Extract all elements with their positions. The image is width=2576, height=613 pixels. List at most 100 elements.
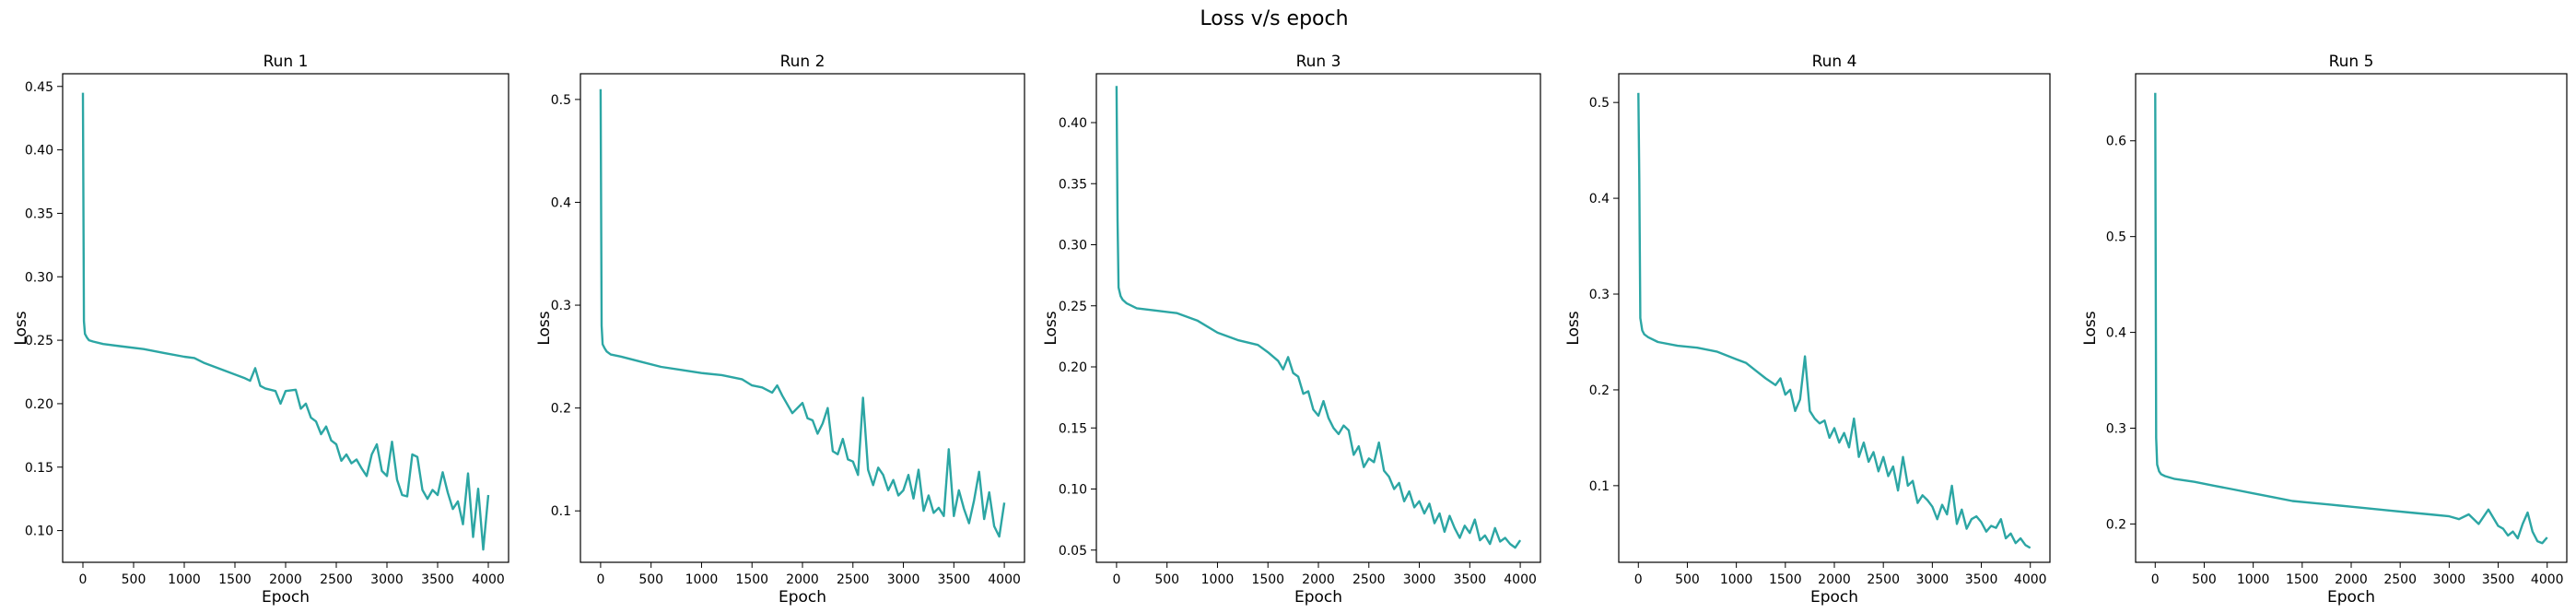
y-tick-label: 0.3 bbox=[551, 299, 571, 313]
x-tick-label: 4000 bbox=[2014, 572, 2047, 587]
y-tick-label: 0.2 bbox=[1589, 383, 1610, 398]
y-tick-label: 0.35 bbox=[25, 206, 53, 221]
x-tick-label: 2000 bbox=[2335, 572, 2368, 587]
subplot-run-1: Run 1 Epoch Loss 0 500 1000 1500 2000 2500 300… bbox=[12, 53, 509, 607]
x-tick-label: 3000 bbox=[370, 572, 404, 587]
x-tick-label: 2000 bbox=[269, 572, 302, 587]
y-tick-label: 0.4 bbox=[1589, 192, 1610, 206]
x-tick-label: 2500 bbox=[2383, 572, 2417, 587]
x-tick-label: 4000 bbox=[1504, 572, 1537, 587]
ticks-layer: 0 500 1000 1500 2000 2500 3000 3500 4000 0.1 0.2 0.… bbox=[551, 93, 1021, 587]
x-axis-label: Epoch bbox=[262, 588, 310, 607]
x-tick-label: 3500 bbox=[1453, 572, 1486, 587]
y-axis-label: Loss bbox=[1042, 311, 1060, 345]
y-tick-label: 0.2 bbox=[551, 402, 571, 417]
series-line bbox=[81, 92, 490, 551]
y-tick-label: 0.35 bbox=[1059, 177, 1087, 192]
y-tick-label: 0.6 bbox=[2106, 135, 2126, 149]
y-tick-label: 0.15 bbox=[1059, 421, 1087, 436]
subplot-run-2: Run 2 Epoch Loss 0 500 1000 1500 2000 2500 300… bbox=[535, 53, 1025, 607]
x-tick-label: 3000 bbox=[1403, 572, 1436, 587]
x-tick-label: 2500 bbox=[837, 572, 870, 587]
x-tick-label: 0 bbox=[1634, 572, 1643, 587]
y-tick-label: 0.1 bbox=[1589, 479, 1610, 494]
y-tick-label: 0.20 bbox=[25, 397, 53, 412]
x-axis-label: Epoch bbox=[1810, 588, 1858, 607]
x-tick-label: 1000 bbox=[685, 572, 719, 587]
x-tick-label: 0 bbox=[596, 572, 604, 587]
subplot-title: Run 5 bbox=[2329, 53, 2374, 71]
ticks-layer: 0 500 1000 1500 2000 2500 3000 3500 4000 0.2 0.3 0.… bbox=[2106, 135, 2564, 587]
y-tick-label: 0.5 bbox=[2106, 230, 2126, 245]
x-tick-label: 500 bbox=[2192, 572, 2217, 587]
y-tick-label: 0.25 bbox=[1059, 300, 1087, 314]
x-tick-label: 0 bbox=[2151, 572, 2160, 587]
x-tick-label: 1500 bbox=[2286, 572, 2319, 587]
plot-area bbox=[2135, 73, 2568, 563]
subplot-run-4: Run 4 Epoch Loss 0 500 1000 1500 2000 2500 300… bbox=[1564, 53, 2051, 607]
figure-suptitle: Loss v/s epoch bbox=[1200, 7, 1348, 30]
x-tick-label: 3000 bbox=[887, 572, 920, 587]
subplot-title: Run 3 bbox=[1296, 53, 1341, 71]
series-line bbox=[2154, 92, 2548, 545]
x-tick-label: 2000 bbox=[786, 572, 819, 587]
y-axis-label: Loss bbox=[12, 311, 30, 345]
subplot-run-5: Run 5 Epoch Loss 0 500 1000 1500 2000 2500 300… bbox=[2081, 53, 2568, 607]
x-tick-label: 1000 bbox=[1201, 572, 1235, 587]
x-tick-label: 0 bbox=[1112, 572, 1120, 587]
y-tick-label: 0.30 bbox=[25, 270, 53, 285]
subplot-title: Run 1 bbox=[263, 53, 309, 71]
y-tick-label: 0.10 bbox=[1059, 483, 1087, 498]
y-tick-label: 0.15 bbox=[25, 461, 53, 476]
plot-area bbox=[62, 73, 509, 563]
plot-area bbox=[580, 73, 1025, 563]
x-tick-label: 1500 bbox=[735, 572, 768, 587]
series-line bbox=[1115, 86, 1522, 549]
x-tick-label: 2000 bbox=[1302, 572, 1335, 587]
y-axis-label: Loss bbox=[1564, 311, 1583, 345]
y-tick-label: 0.40 bbox=[1059, 116, 1087, 131]
y-tick-label: 0.5 bbox=[551, 93, 571, 108]
y-tick-label: 0.45 bbox=[25, 80, 53, 95]
y-tick-label: 0.05 bbox=[1059, 544, 1087, 559]
y-tick-label: 0.2 bbox=[2106, 517, 2126, 532]
x-tick-label: 3000 bbox=[2433, 572, 2466, 587]
x-axis-label: Epoch bbox=[2327, 588, 2375, 607]
x-axis-label: Epoch bbox=[1294, 588, 1342, 607]
x-tick-label: 3500 bbox=[937, 572, 970, 587]
subplot-title: Run 4 bbox=[1812, 53, 1857, 71]
y-axis-label: Loss bbox=[2081, 311, 2100, 345]
x-tick-label: 3500 bbox=[1965, 572, 1998, 587]
x-tick-label: 500 bbox=[1154, 572, 1179, 587]
x-tick-label: 500 bbox=[638, 572, 663, 587]
x-tick-label: 3500 bbox=[2482, 572, 2515, 587]
subplot-title: Run 2 bbox=[780, 53, 825, 71]
ticks-layer: 0 500 1000 1500 2000 2500 3000 3500 4000 0.10 0.15… bbox=[25, 80, 505, 587]
x-tick-label: 500 bbox=[1675, 572, 1700, 587]
ticks-layer: 0 500 1000 1500 2000 2500 3000 3500 4000 0.05 0.10… bbox=[1059, 116, 1537, 587]
x-tick-label: 0 bbox=[79, 572, 88, 587]
y-tick-label: 0.40 bbox=[25, 144, 53, 159]
x-tick-label: 2000 bbox=[1818, 572, 1851, 587]
x-tick-label: 1500 bbox=[1251, 572, 1284, 587]
x-tick-label: 2500 bbox=[1352, 572, 1386, 587]
y-tick-label: 0.3 bbox=[2106, 422, 2126, 437]
y-tick-label: 0.10 bbox=[25, 525, 53, 539]
y-tick-label: 0.25 bbox=[25, 334, 53, 348]
plot-area bbox=[1095, 73, 1541, 563]
x-tick-label: 1000 bbox=[168, 572, 201, 587]
y-tick-label: 0.1 bbox=[551, 504, 571, 519]
x-axis-label: Epoch bbox=[779, 588, 826, 607]
x-tick-label: 2500 bbox=[320, 572, 353, 587]
x-tick-label: 4000 bbox=[2531, 572, 2564, 587]
y-tick-label: 0.4 bbox=[2106, 326, 2126, 341]
ticks-layer: 0 500 1000 1500 2000 2500 3000 3500 4000 0.1 0.2 0.… bbox=[1589, 96, 2047, 587]
x-tick-label: 3500 bbox=[421, 572, 454, 587]
x-tick-label: 1000 bbox=[2237, 572, 2270, 587]
x-tick-label: 1000 bbox=[1720, 572, 1753, 587]
y-tick-label: 0.4 bbox=[551, 195, 571, 210]
x-tick-label: 4000 bbox=[472, 572, 505, 587]
x-tick-label: 4000 bbox=[988, 572, 1021, 587]
x-tick-label: 3000 bbox=[1916, 572, 1950, 587]
